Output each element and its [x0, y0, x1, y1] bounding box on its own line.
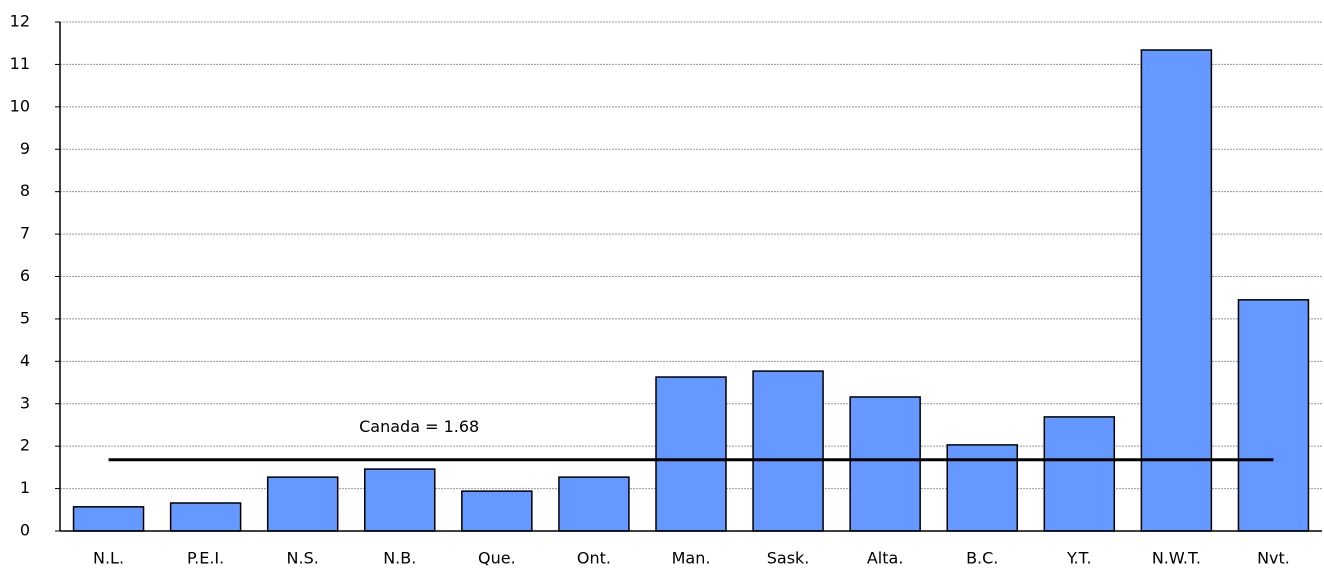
bar — [1237, 299, 1310, 532]
x-tick-label: Nvt. — [1257, 549, 1290, 568]
y-tick-label: 12 — [10, 12, 30, 31]
bar — [1043, 416, 1116, 532]
y-tick-label: 4 — [20, 351, 30, 370]
y-tick-label: 8 — [20, 181, 30, 200]
bar — [72, 506, 145, 532]
x-tick-label: N.W.T. — [1152, 549, 1201, 568]
bar — [461, 490, 533, 532]
y-tick-label: 6 — [20, 266, 30, 285]
y-tick-label: 10 — [10, 96, 30, 115]
x-tick-label: B.C. — [966, 549, 998, 568]
bar — [849, 396, 921, 532]
y-tick-label: 3 — [20, 393, 30, 412]
bar — [266, 476, 339, 532]
reference-label: Canada = 1.68 — [359, 417, 479, 436]
x-tick-label: P.E.I. — [187, 549, 224, 568]
y-tick-label: 7 — [20, 224, 30, 243]
x-tick-label: N.B. — [383, 549, 416, 568]
x-tick-label: Alta. — [867, 549, 904, 568]
y-tick-label: 11 — [10, 54, 30, 73]
y-tick-label: 0 — [20, 521, 30, 540]
x-tick-label: Sask. — [767, 549, 810, 568]
x-tick-label: N.S. — [287, 549, 319, 568]
y-tick-label: 5 — [20, 308, 30, 327]
x-tick-label: N.L. — [93, 549, 124, 568]
y-tick-label: 9 — [20, 139, 30, 158]
x-tick-label: Man. — [672, 549, 711, 568]
bar — [558, 476, 630, 532]
y-tick-label: 1 — [20, 478, 30, 497]
bar — [655, 376, 727, 532]
x-tick-label: Y.T. — [1066, 549, 1092, 568]
bar — [752, 370, 824, 532]
y-tick-label: 2 — [20, 436, 30, 455]
bar — [946, 444, 1018, 532]
bar — [364, 468, 436, 532]
bar — [169, 502, 242, 532]
x-tick-label: Ont. — [577, 549, 611, 568]
x-tick-label: Que. — [478, 549, 516, 568]
